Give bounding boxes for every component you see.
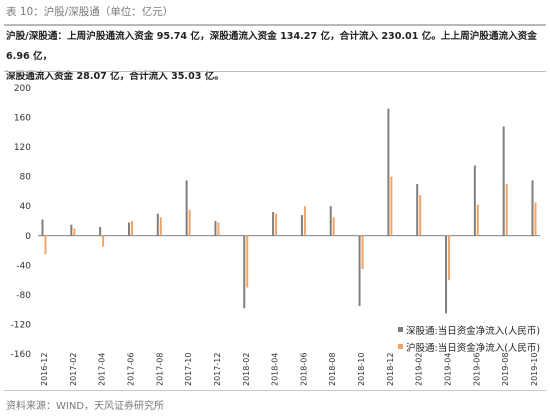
summary-line-1: 沪股/深股通：上周沪股通流入资金 95.74 亿，深股通流入资金 134.27 … [6, 31, 537, 62]
bar-shen [41, 219, 44, 236]
x-tick-label: 2018-10 [357, 353, 366, 386]
bar-hu [217, 222, 220, 236]
legend-label-hu: 沪股通:当日资金净流入(人民币) [406, 342, 541, 354]
chart-legend: 深股通:当日资金净流入(人民币) 沪股通:当日资金净流入(人民币) [398, 321, 540, 355]
y-tick-label: 160 [14, 114, 31, 124]
bar-shen [156, 213, 159, 236]
bar-hu [534, 202, 537, 236]
bar-shen [473, 165, 476, 236]
bar-hu [130, 221, 133, 236]
bar-shen [272, 212, 275, 236]
x-tick-label: 2019-02 [415, 353, 424, 386]
x-tick-label: 2016-12 [40, 353, 49, 386]
bar-hu [361, 235, 364, 270]
x-tick-label: 2017-10 [184, 353, 193, 386]
bar-shen [387, 108, 390, 236]
x-tick-label: 2019-10 [530, 353, 539, 386]
x-tick-label: 2018-12 [386, 353, 395, 386]
x-tick-label: 2017-02 [69, 353, 78, 386]
x-tick-label: 2018-02 [242, 353, 251, 386]
bar-hu [188, 209, 191, 236]
fund-flow-chart: 200 160 120 80 40 0 -40 -80 -120 -160 2016-12 2017-… [11, 84, 540, 386]
bar-hu [505, 184, 508, 236]
legend-swatch-shen [398, 327, 403, 332]
bar-shen [70, 224, 73, 236]
y-tick-label: -40 [16, 261, 31, 271]
bar-hu [246, 235, 249, 288]
bar-hu [303, 206, 306, 236]
bar-hu [102, 235, 105, 247]
caption-rule [4, 24, 546, 26]
x-tick-label: 2019-08 [501, 353, 510, 386]
y-tick-label: -160 [11, 350, 32, 360]
source-note: 资料来源：WIND，天风证券研究所 [6, 401, 165, 412]
legend-label-shen: 深股通:当日资金净流入(人民币) [406, 325, 541, 337]
bar-hu [159, 217, 162, 236]
y-tick-label: -120 [11, 320, 32, 330]
bar-hu [390, 176, 393, 236]
y-tick-label: 120 [14, 143, 31, 153]
y-tick-label: 80 [20, 173, 32, 183]
y-tick-label: 40 [20, 202, 32, 212]
bar-hu [476, 204, 479, 236]
x-tick-label: 2017-08 [155, 353, 164, 386]
x-tick-label: 2018-06 [299, 353, 308, 386]
bar-shen [445, 235, 448, 314]
bar-shen [127, 222, 130, 236]
x-tick-label: 2017-06 [126, 353, 135, 386]
bar-hu [448, 235, 451, 281]
y-tick-label: 200 [14, 84, 31, 94]
x-tick-label: 2018-04 [271, 353, 280, 386]
bar-hu [332, 217, 335, 236]
table-caption: 表 10：沪股/深股通（单位：亿元） [6, 6, 174, 18]
bar-hu [275, 213, 278, 236]
summary-text: 沪股/深股通：上周沪股通流入资金 95.74 亿，深股通流入资金 134.27 … [6, 27, 546, 87]
x-tick-label: 2019-04 [444, 353, 453, 386]
y-tick-label: 0 [25, 232, 31, 242]
bar-shen [214, 221, 217, 236]
x-tick-label: 2019-06 [472, 353, 481, 386]
bar-shen [502, 126, 505, 236]
legend-swatch-hu [398, 344, 403, 349]
bar-hu [44, 235, 47, 255]
x-tick-label: 2017-04 [98, 353, 107, 386]
x-tick-label: 2017-12 [213, 353, 222, 386]
bar-shen [329, 206, 332, 236]
bar-hu [73, 228, 76, 236]
summary-rule [4, 71, 546, 72]
summary-line-2: 深股通流入资金 28.07 亿，合计流入 35.03 亿。 [6, 71, 224, 82]
bar-shen [416, 184, 419, 236]
legend-item-hu: 沪股通:当日资金净流入(人民币) [398, 338, 540, 355]
bar-hu [419, 195, 422, 236]
legend-item-shen: 深股通:当日资金净流入(人民币) [398, 321, 540, 338]
bar-shen [185, 180, 188, 236]
bar-shen [358, 235, 361, 306]
source-rule [4, 390, 546, 391]
x-tick-label: 2018-08 [328, 353, 337, 386]
bar-shen [243, 235, 246, 309]
bar-shen [300, 215, 303, 236]
bar-shen [531, 180, 534, 236]
y-tick-label: -80 [16, 291, 31, 301]
bar-shen [99, 226, 102, 236]
